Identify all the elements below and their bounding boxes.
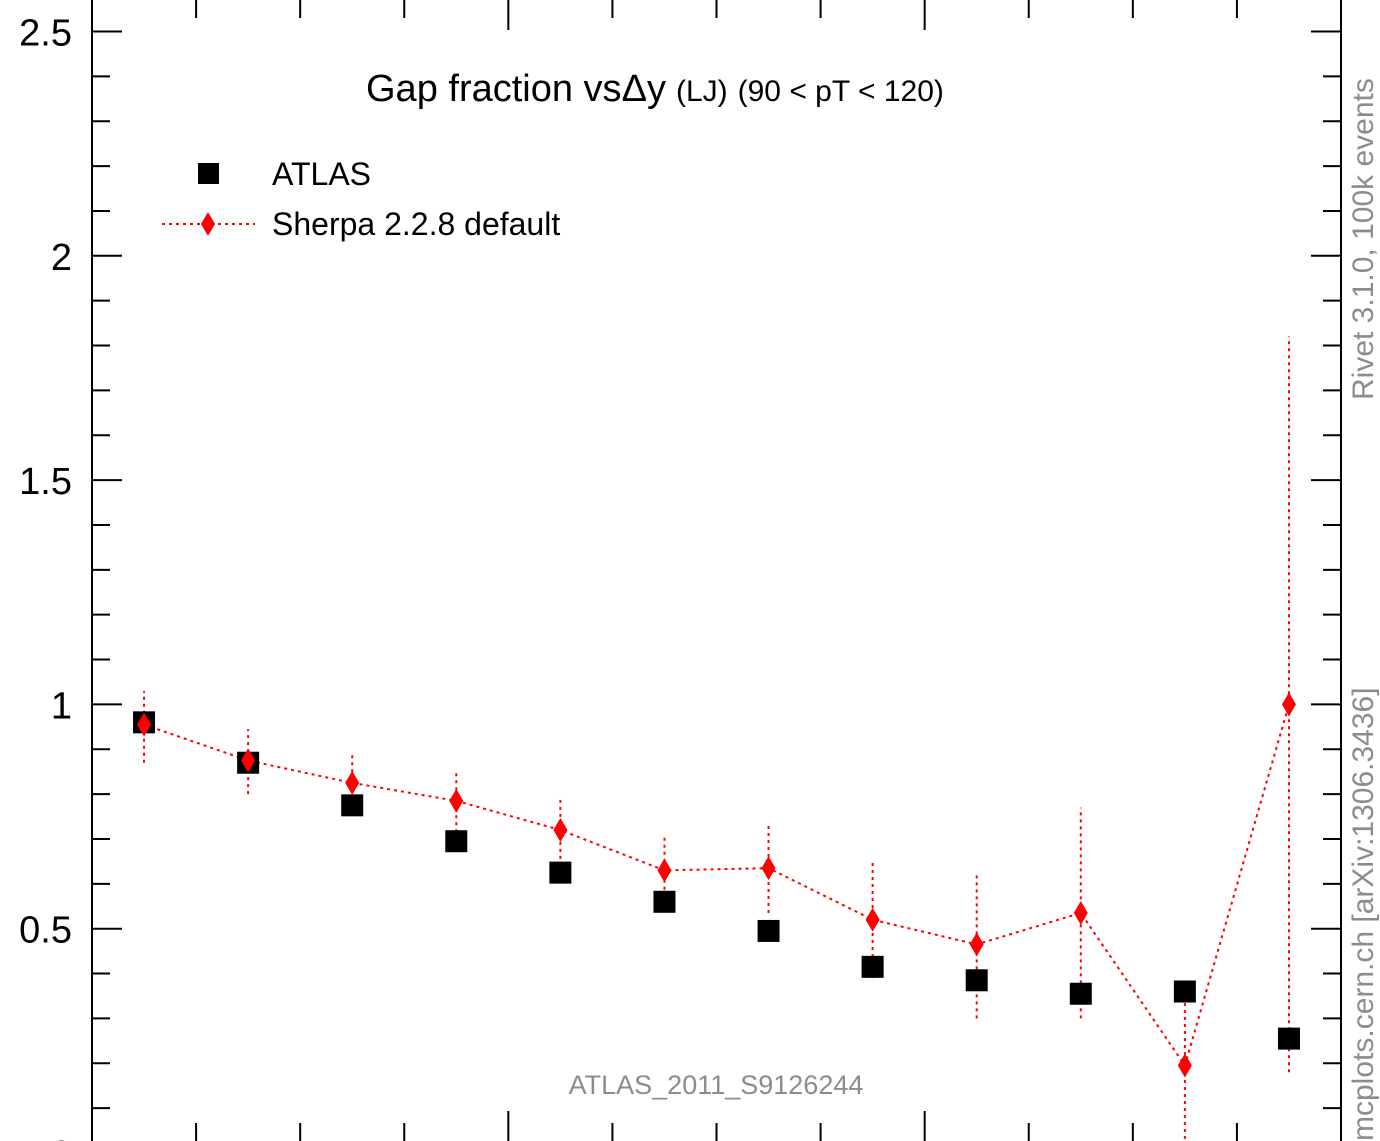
legend-sherpa-marker xyxy=(201,212,215,236)
title-range: (90 < pT < 120) xyxy=(738,75,944,108)
atlas-point xyxy=(1069,982,1092,1005)
y-tick-label: 2.5 xyxy=(19,13,72,55)
atlas-point xyxy=(653,890,676,913)
sherpa-connecting-line xyxy=(143,704,1290,1068)
sherpa-point xyxy=(553,818,568,843)
sherpa-line xyxy=(143,704,1290,1068)
atlas-point xyxy=(445,830,468,853)
y-tick-label: 0.5 xyxy=(19,910,72,952)
atlas-point xyxy=(341,794,364,817)
sherpa-point xyxy=(969,932,984,957)
atlas-point xyxy=(861,955,884,978)
y-tick-label: 1.5 xyxy=(19,461,72,503)
sherpa-point xyxy=(1281,692,1296,717)
sherpa-point xyxy=(241,748,256,773)
sherpa-point xyxy=(657,858,672,883)
sherpa-point xyxy=(1177,1053,1192,1078)
atlas-point xyxy=(757,919,780,942)
title-main: Gap fraction vs xyxy=(366,68,622,110)
atlas-points xyxy=(133,711,1300,1050)
title-small: (LJ) xyxy=(676,75,728,108)
y-tick-label: 0 xyxy=(51,1134,72,1141)
title-delta: Δy xyxy=(622,68,666,110)
sherpa-point xyxy=(137,712,152,737)
sherpa-point xyxy=(345,770,360,795)
y-tick-labels: 0 0.5 1 1.5 2 2.5 xyxy=(19,13,72,1141)
legend-sherpa-label: Sherpa 2.2.8 default xyxy=(272,206,560,242)
legend-atlas-marker xyxy=(198,163,219,184)
chart-title: Gap fraction vsΔy (LJ) (90 < pT < 120) xyxy=(366,68,944,110)
sherpa-points xyxy=(137,692,1296,1078)
sherpa-error-bars xyxy=(143,336,1290,1141)
sherpa-point xyxy=(449,788,464,813)
sherpa-point xyxy=(865,907,880,932)
sherpa-point xyxy=(1073,900,1088,925)
axis-ticks xyxy=(91,0,1342,1141)
y-tick-label: 2 xyxy=(51,237,72,279)
legend: ATLAS Sherpa 2.2.8 default xyxy=(162,156,560,242)
atlas-point xyxy=(965,969,988,992)
atlas-point xyxy=(1277,1027,1300,1050)
atlas-point xyxy=(549,861,572,884)
plot-frame xyxy=(91,0,1342,1141)
sherpa-point xyxy=(761,856,776,881)
side-label-bottom: mcplots.cern.ch [arXiv:1306.3436] xyxy=(1347,687,1380,1141)
side-label-top: Rivet 3.1.0, 100k events xyxy=(1347,78,1380,400)
y-tick-label: 1 xyxy=(51,685,72,727)
analysis-id-label: ATLAS_2011_S9126244 xyxy=(569,1070,864,1100)
legend-atlas-label: ATLAS xyxy=(272,156,371,192)
atlas-point xyxy=(1173,980,1196,1003)
